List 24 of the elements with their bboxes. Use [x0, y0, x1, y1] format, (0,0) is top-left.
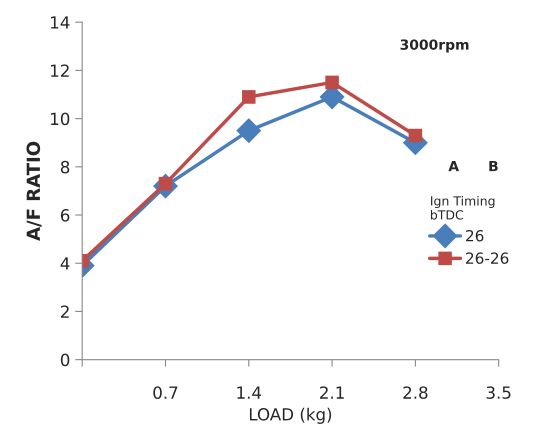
point: [325, 76, 339, 90]
annotation: 3000rpm: [400, 39, 468, 53]
y-tick-label: 14: [51, 16, 70, 29]
x-tick-label: 2.8: [403, 386, 428, 399]
point: [408, 128, 422, 142]
y-tick-label: 2: [61, 305, 69, 318]
y-tick-label: 0: [60, 354, 70, 366]
legend-label: 26: [466, 230, 484, 242]
annotation: A B: [448, 161, 498, 172]
x-axis-title: LOAD (kg): [250, 408, 332, 424]
point: [236, 118, 262, 143]
x-tick-label: 1.4: [237, 386, 262, 399]
y-tick-label: 6: [60, 208, 70, 222]
y-tick-label: 12: [51, 64, 69, 77]
x-tick-label: 3.5: [486, 386, 510, 399]
legend-label: 26-26: [466, 252, 508, 264]
y-tick-label: 10: [51, 112, 70, 126]
y-tick-label: 8: [60, 160, 70, 174]
x-tick-label: 2.1: [320, 386, 344, 399]
legend-title: Ign Timing bTDC: [430, 196, 494, 220]
point: [242, 90, 256, 104]
y-axis-title: A/F RATIO: [26, 142, 42, 241]
x-tick-label: 0.7: [153, 386, 178, 399]
y-tick-label: 4: [60, 257, 70, 270]
